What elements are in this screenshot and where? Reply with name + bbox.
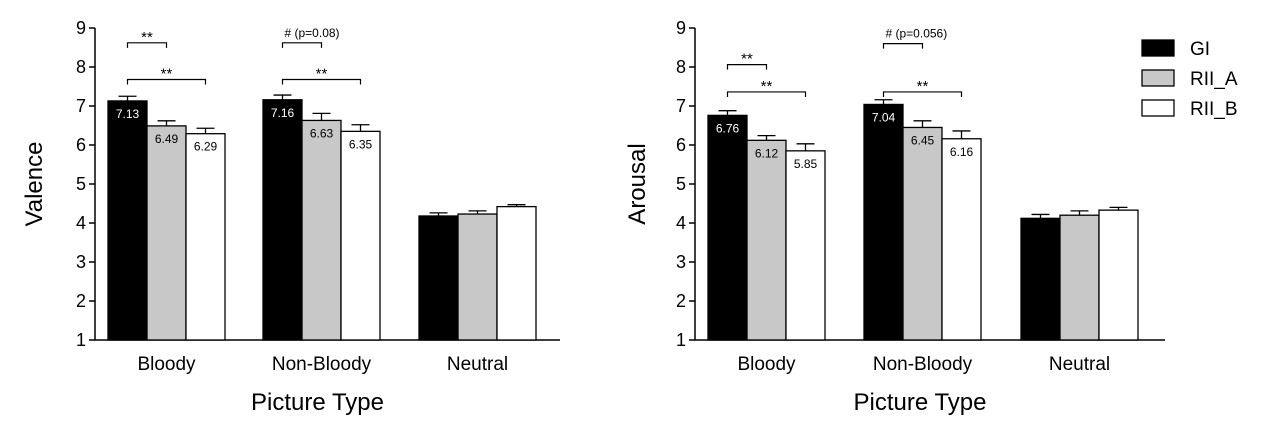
category-label: Bloody [737,354,796,375]
bar-rii-a-neutral [457,213,498,341]
y-tick-label: 5 [76,174,86,194]
significance-label: ** [761,78,773,95]
data-label: 7.13 [116,107,140,121]
significance-label: ** [161,65,173,82]
y-tick-label: 8 [676,57,686,77]
x-axis-label: Picture Type [251,389,384,416]
data-label: 6.45 [911,133,935,147]
data-label: 5.85 [794,157,818,171]
y-axis-label: Arousal [624,143,651,224]
significance-bracket [281,42,323,48]
bar-rii-b-non-bloody [340,130,381,341]
y-tick-label: 3 [676,252,686,272]
bar-rii-a-bloody [746,139,787,341]
bar-gi-non-bloody [863,103,904,341]
data-label: 6.49 [155,132,179,146]
bar-rii-a-non-bloody [902,126,943,341]
y-tick-label: 8 [76,57,86,77]
significance-bracket [882,43,924,49]
bar-rii-b-bloody [785,150,826,341]
significance-label: # (p=0.056) [886,27,948,41]
bar-gi-non-bloody [262,99,303,341]
y-tick-label: 4 [76,213,86,233]
bar-gi-neutral [418,215,459,341]
data-label: 6.63 [310,126,334,140]
category-label: Non-Bloody [873,354,973,375]
bar-gi-bloody [707,114,748,341]
significance-bracket [726,91,807,97]
bar-rii-b-neutral [1098,209,1139,341]
y-axis-label: Valence [21,142,48,227]
bar-rii-a-neutral [1059,214,1100,341]
y-tick-label: 6 [676,135,686,155]
significance-label: ** [741,51,753,68]
significance-label: ** [141,29,153,46]
y-tick-label: 5 [676,174,686,194]
significance-bracket [126,78,207,85]
data-label: 6.16 [950,145,974,159]
legend-label: RII_A [1190,69,1238,90]
y-tick-label: 4 [676,213,686,233]
bar-rii-b-non-bloody [941,138,982,341]
bar-rii-b-bloody [185,133,226,341]
legend-label: RII_B [1190,99,1238,120]
y-tick-label: 2 [676,291,686,311]
y-tick-label: 1 [676,330,686,350]
chart-1: 1 2 3 4 5 6 7 8 9 Valence 7.13 7.16 6.49 6.63 6.29 6.35… [21,18,560,416]
y-tick-label: 3 [76,252,86,272]
y-tick-label: 2 [76,291,86,311]
y-tick-label: 9 [676,18,686,38]
legend-label: GI [1190,39,1210,60]
significance-label: ** [316,65,328,82]
y-tick-label: 7 [676,96,686,116]
significance-label: ** [917,78,929,95]
significance-bracket [726,64,768,70]
significance-bracket [126,42,168,48]
chart-2: 1 2 3 4 5 6 7 8 9 Arousal 6.76 7.04 6.12 6.45 5.85 6.16… [624,18,1165,416]
category-label: Bloody [137,354,196,375]
y-tick-label: 6 [76,135,86,155]
legend: GI RII_A RII_B [1141,39,1238,120]
bar-rii-a-non-bloody [301,119,342,341]
legend-swatch [1141,69,1175,87]
data-label: 6.29 [194,140,218,154]
x-axis-label: Picture Type [854,389,987,416]
category-label: Neutral [447,354,508,375]
data-label: 7.16 [271,106,295,120]
legend-swatch [1141,39,1175,57]
legend-swatch [1141,99,1175,117]
bar-rii-b-neutral [496,205,537,341]
y-tick-label: 9 [76,18,86,38]
significance-label: # (p=0.08) [285,26,340,40]
y-tick-label: 1 [76,330,86,350]
category-label: Neutral [1049,354,1110,375]
data-label: 6.76 [716,121,740,135]
data-label: 6.12 [755,146,779,160]
bar-gi-bloody [107,100,148,341]
significance-bracket [882,91,963,97]
category-label: Non-Bloody [272,354,372,375]
bar-rii-a-bloody [146,125,187,341]
data-label: 6.35 [349,137,373,151]
y-tick-label: 7 [76,96,86,116]
data-label: 7.04 [872,110,896,124]
significance-bracket [281,78,362,85]
bar-gi-neutral [1020,217,1061,341]
